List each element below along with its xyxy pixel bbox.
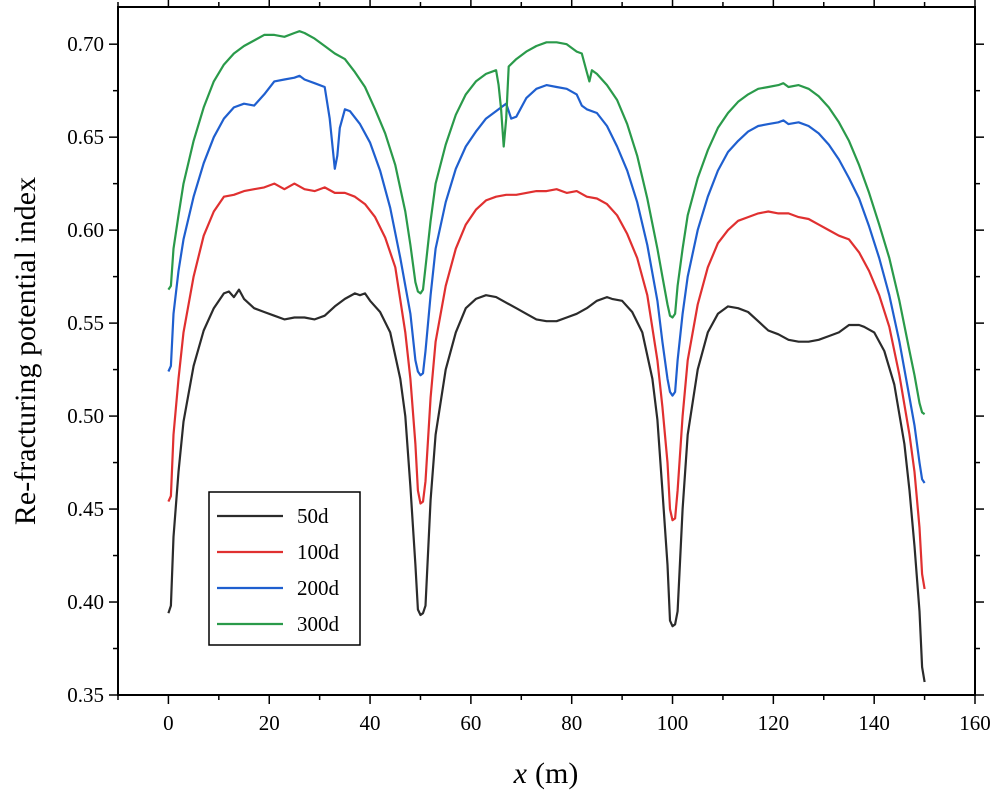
y-tick-label: 0.35 (67, 683, 104, 707)
x-tick-label: 20 (259, 711, 280, 735)
x-axis-label-group: x (m) (513, 757, 579, 790)
legend-label-100d: 100d (297, 540, 340, 564)
series-line-50d (167, 288, 926, 683)
x-tick-label: 140 (858, 711, 890, 735)
legend-label-200d: 200d (297, 576, 340, 600)
legend: 50d 100d 200d 300d (208, 491, 361, 646)
legend-label-50d: 50d (297, 504, 329, 528)
y-axis-label: Re-fracturing potential index (9, 177, 42, 525)
legend-box (208, 491, 361, 646)
x-tick-label: 40 (360, 711, 381, 735)
series-line-100d (167, 182, 926, 590)
y-tick-label: 0.45 (67, 497, 104, 521)
plot-frame (117, 6, 976, 696)
x-axis-label: x (513, 757, 528, 790)
y-tick-label: 0.70 (67, 32, 104, 56)
y-tick-label: 0.55 (67, 311, 104, 335)
legend-label-300d: 300d (297, 612, 340, 636)
x-tick-labels: 0 20 40 60 80 100 120 140 160 (163, 711, 991, 735)
series-line-200d (167, 74, 926, 484)
series-lines (167, 30, 926, 683)
y-tick-label: 0.65 (67, 125, 104, 149)
x-tick-label: 100 (657, 711, 689, 735)
x-tick-label: 0 (163, 711, 174, 735)
x-tick-label: 80 (561, 711, 582, 735)
y-tick-label: 0.60 (67, 218, 104, 242)
x-tick-label: 120 (758, 711, 790, 735)
x-tick-label: 160 (959, 711, 991, 735)
tick-marks (109, 0, 984, 704)
x-axis-unit: (m) (535, 757, 578, 790)
y-tick-label: 0.50 (67, 404, 104, 428)
x-tick-label: 60 (460, 711, 481, 735)
y-tick-labels: 0.35 0.40 0.45 0.50 0.55 0.60 0.65 0.70 (67, 32, 104, 707)
y-tick-label: 0.40 (67, 590, 104, 614)
series-line-300d (167, 30, 926, 416)
